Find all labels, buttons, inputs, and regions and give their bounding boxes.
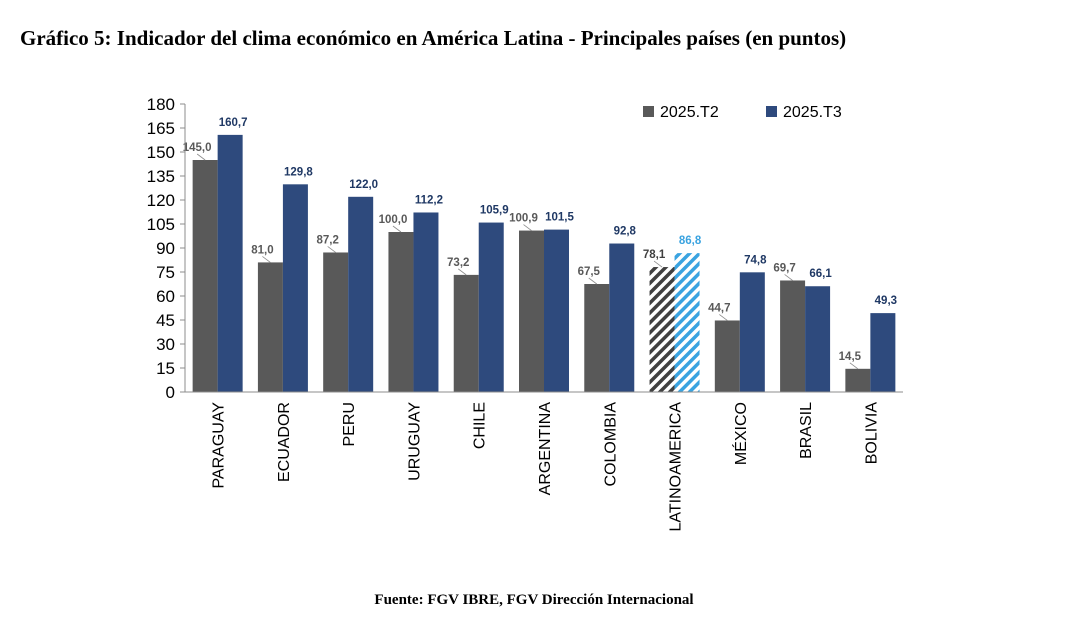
bar-2025-t3 <box>478 222 504 392</box>
y-tick-label: 120 <box>147 191 175 210</box>
data-label-leader <box>327 246 336 253</box>
y-tick-label: 165 <box>147 119 175 138</box>
x-category-label: URUGUAY <box>406 402 423 481</box>
y-tick-label: 60 <box>156 287 175 306</box>
x-category-label: PERU <box>341 402 358 446</box>
data-label-2025-t2: 67,5 <box>578 266 601 278</box>
y-tick-label: 15 <box>156 359 175 378</box>
legend-swatch-2025-t3 <box>766 106 777 117</box>
y-tick-label: 90 <box>156 239 175 258</box>
x-category-label: MÉXICO <box>731 402 750 465</box>
bar-2025-t2 <box>649 267 675 392</box>
data-label-2025-t3: 49,3 <box>875 295 897 307</box>
data-label-2025-t2: 44,7 <box>708 302 730 314</box>
data-label-leader <box>196 153 206 161</box>
chart-title: Gráfico 5: Indicador del clima económico… <box>20 26 847 50</box>
data-label-leader <box>262 256 271 263</box>
data-label-leader <box>588 277 598 285</box>
bar-2025-t3 <box>805 286 831 392</box>
data-label-2025-t3: 92,8 <box>614 226 637 238</box>
data-label-2025-t3: 105,9 <box>480 205 509 217</box>
data-label-2025-t3: 101,5 <box>545 212 574 224</box>
x-category-label: BOLIVIA <box>863 402 880 465</box>
bar-2025-t2 <box>257 262 283 392</box>
bar-2025-t3 <box>674 253 700 392</box>
bar-2025-t3 <box>217 134 243 392</box>
data-label-2025-t3: 122,0 <box>349 179 378 191</box>
data-label-2025-t3: 112,2 <box>415 194 443 206</box>
data-label-leader <box>719 314 728 321</box>
bar-2025-t2 <box>714 320 740 392</box>
bar-2025-t2 <box>845 368 871 392</box>
y-tick-label: 45 <box>156 311 175 330</box>
bar-2025-t2 <box>780 280 806 392</box>
legend-label-2025-t3: 2025.T3 <box>783 104 842 121</box>
data-label-leader <box>457 268 467 276</box>
bar-2025-t3 <box>739 272 765 392</box>
legend-swatch-2025-t2 <box>643 106 654 117</box>
data-label-2025-t2: 87,2 <box>316 234 338 246</box>
x-category-label: LATINOAMERICA <box>668 402 685 532</box>
legend-label-2025-t2: 2025.T2 <box>660 104 719 121</box>
data-label-2025-t2: 145,0 <box>183 142 212 154</box>
data-label-leader <box>849 362 859 370</box>
data-label-2025-t2: 14,5 <box>839 351 862 363</box>
data-label-2025-t3: 129,8 <box>284 166 313 178</box>
x-category-label: ECUADOR <box>276 402 293 482</box>
y-tick-label: 30 <box>156 335 175 354</box>
x-category-label: CHILE <box>472 402 489 449</box>
data-label-2025-t2: 73,2 <box>447 257 469 269</box>
bar-2025-t2 <box>519 230 544 392</box>
bar-2025-t3 <box>348 196 374 392</box>
data-label-2025-t3: 74,8 <box>744 254 767 266</box>
bar-2025-t3 <box>282 184 308 392</box>
y-tick-label: 105 <box>147 215 175 234</box>
x-category-label: PARAGUAY <box>211 402 228 489</box>
data-label-leader <box>784 274 793 281</box>
x-category-label: BRASIL <box>798 402 815 459</box>
y-tick-label: 75 <box>156 263 175 282</box>
bar-2025-t2 <box>388 232 414 392</box>
y-tick-label: 150 <box>147 143 175 162</box>
bar-2025-t3 <box>609 243 635 392</box>
x-category-label: COLOMBIA <box>602 402 619 487</box>
data-label-2025-t3: 66,1 <box>809 268 832 280</box>
bar-2025-t2 <box>323 252 349 392</box>
data-label-2025-t2: 100,9 <box>509 213 538 225</box>
bar-2025-t3 <box>413 212 439 392</box>
bar-2025-t2 <box>192 160 218 392</box>
data-label-2025-t2: 81,0 <box>251 244 273 256</box>
data-label-2025-t2: 78,1 <box>643 249 666 261</box>
bar-2025-t2 <box>584 284 610 392</box>
data-label-2025-t2: 69,7 <box>773 262 795 274</box>
x-category-label: ARGENTINA <box>537 402 554 496</box>
bar-2025-t3 <box>870 313 896 392</box>
y-tick-label: 180 <box>147 95 175 114</box>
data-label-leader <box>523 224 532 231</box>
data-label-2025-t3: 86,8 <box>679 235 702 247</box>
bar-2025-t2 <box>453 274 479 392</box>
data-label-leader <box>392 225 402 233</box>
y-tick-label: 0 <box>166 383 175 402</box>
data-label-leader <box>653 260 663 268</box>
bar-2025-t3 <box>544 229 569 392</box>
data-label-2025-t3: 160,7 <box>219 117 248 129</box>
source-note: Fuente: FGV IBRE, FGV Dirección Internac… <box>374 592 694 608</box>
data-label-2025-t2: 100,0 <box>379 214 408 226</box>
y-tick-label: 135 <box>147 167 175 186</box>
